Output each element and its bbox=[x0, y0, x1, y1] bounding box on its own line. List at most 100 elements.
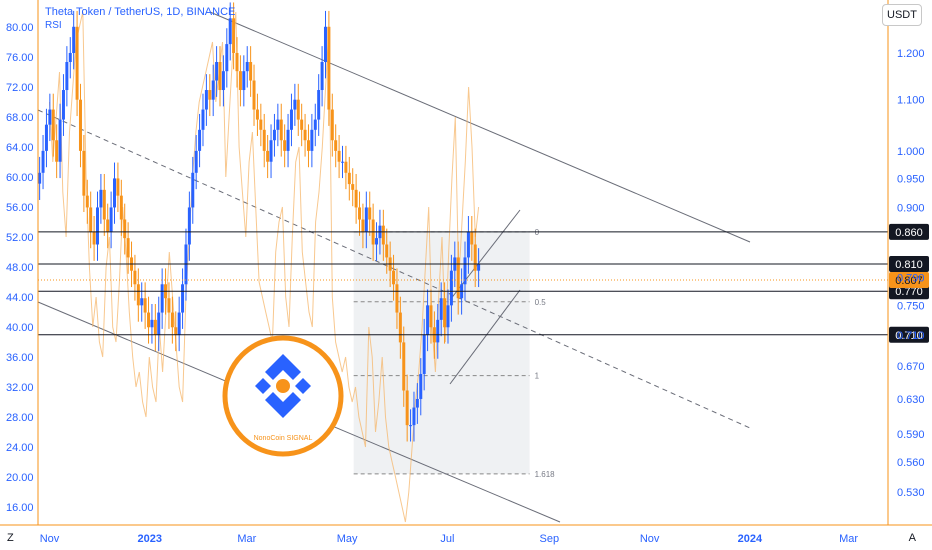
candle-body[interactable] bbox=[473, 244, 477, 271]
candle-body[interactable] bbox=[75, 26, 79, 100]
candle-body[interactable] bbox=[252, 80, 256, 110]
candle-body[interactable] bbox=[82, 150, 86, 196]
candle-body[interactable] bbox=[392, 270, 396, 285]
candle-body[interactable] bbox=[119, 195, 123, 220]
candle-body[interactable] bbox=[198, 129, 202, 151]
candle-body[interactable] bbox=[55, 140, 59, 162]
candle-body[interactable] bbox=[92, 231, 96, 245]
candle-body[interactable] bbox=[72, 26, 76, 53]
candle-body[interactable] bbox=[113, 178, 117, 208]
candle-body[interactable] bbox=[136, 284, 140, 306]
candle-body[interactable] bbox=[126, 238, 130, 258]
candle-body[interactable] bbox=[170, 312, 174, 328]
candle-body[interactable] bbox=[443, 298, 447, 328]
candle-body[interactable] bbox=[68, 52, 72, 63]
candle-body[interactable] bbox=[409, 425, 413, 427]
candle-body[interactable] bbox=[201, 109, 205, 130]
level-price-tag[interactable] bbox=[889, 256, 929, 273]
candle-body[interactable] bbox=[341, 161, 345, 163]
candle-body[interactable] bbox=[58, 119, 62, 162]
candle-body[interactable] bbox=[293, 99, 297, 110]
candle-body[interactable] bbox=[276, 119, 280, 130]
candle-body[interactable] bbox=[330, 109, 334, 141]
candle-body[interactable] bbox=[296, 99, 300, 120]
candle-body[interactable] bbox=[38, 172, 42, 184]
candle-body[interactable] bbox=[344, 161, 348, 173]
candle-body[interactable] bbox=[204, 90, 208, 110]
candle-body[interactable] bbox=[436, 319, 440, 343]
indicator-label[interactable]: RSI bbox=[45, 20, 62, 31]
candle-body[interactable] bbox=[358, 207, 362, 220]
candle-body[interactable] bbox=[337, 150, 341, 162]
fib-zone[interactable] bbox=[353, 231, 530, 474]
candle-body[interactable] bbox=[439, 298, 443, 320]
candle-body[interactable] bbox=[167, 298, 171, 313]
candle-body[interactable] bbox=[303, 129, 307, 141]
candle-body[interactable] bbox=[218, 62, 222, 91]
candle-body[interactable] bbox=[255, 109, 259, 120]
candle-body[interactable] bbox=[194, 150, 198, 173]
candle-body[interactable] bbox=[463, 257, 467, 285]
candle-body[interactable] bbox=[102, 189, 106, 220]
candle-body[interactable] bbox=[85, 195, 89, 208]
candle-body[interactable] bbox=[44, 124, 48, 151]
candle-body[interactable] bbox=[289, 109, 293, 130]
candle-body[interactable] bbox=[429, 305, 433, 328]
wedge-lower-line[interactable] bbox=[449, 289, 521, 385]
candle-body[interactable] bbox=[181, 284, 185, 313]
candle-body[interactable] bbox=[235, 52, 239, 72]
level-price-tag[interactable] bbox=[889, 326, 929, 343]
candle-body[interactable] bbox=[153, 319, 157, 335]
candle-body[interactable] bbox=[364, 207, 368, 232]
candle-body[interactable] bbox=[354, 189, 358, 208]
candle-body[interactable] bbox=[51, 109, 55, 141]
candle-body[interactable] bbox=[160, 284, 164, 313]
candle-body[interactable] bbox=[157, 312, 161, 335]
candle-body[interactable] bbox=[351, 184, 355, 190]
candle-body[interactable] bbox=[147, 312, 151, 328]
left-scale-button[interactable]: Z bbox=[7, 532, 14, 544]
candle-body[interactable] bbox=[242, 71, 246, 91]
candle-body[interactable] bbox=[272, 129, 276, 141]
current-price-tag[interactable] bbox=[889, 272, 929, 289]
candle-body[interactable] bbox=[313, 119, 317, 130]
upper-channel-line[interactable] bbox=[209, 11, 751, 243]
candle-body[interactable] bbox=[470, 231, 474, 245]
candle-body[interactable] bbox=[449, 270, 453, 306]
candle-body[interactable] bbox=[402, 342, 406, 391]
symbol-title[interactable]: Theta Token / TetherUS, 1D, BINANCE bbox=[45, 6, 236, 18]
candle-body[interactable] bbox=[306, 140, 310, 151]
candle-body[interactable] bbox=[78, 99, 82, 151]
currency-button[interactable]: USDT bbox=[882, 4, 922, 26]
candle-body[interactable] bbox=[225, 44, 229, 72]
candle-body[interactable] bbox=[317, 90, 321, 120]
candle-body[interactable] bbox=[412, 407, 416, 426]
candle-body[interactable] bbox=[456, 257, 460, 299]
candle-body[interactable] bbox=[211, 80, 215, 100]
candle-body[interactable] bbox=[269, 140, 273, 162]
candle-body[interactable] bbox=[89, 207, 93, 232]
candle-body[interactable] bbox=[215, 62, 219, 81]
candle-body[interactable] bbox=[446, 305, 450, 328]
auto-scale-button[interactable]: A bbox=[908, 532, 916, 544]
candle-body[interactable] bbox=[177, 312, 181, 335]
candle-body[interactable] bbox=[283, 140, 287, 151]
candle-body[interactable] bbox=[249, 62, 253, 81]
candle-body[interactable] bbox=[140, 298, 144, 306]
candle-body[interactable] bbox=[123, 219, 127, 239]
candle-body[interactable] bbox=[385, 244, 389, 258]
candle-body[interactable] bbox=[150, 319, 154, 328]
candle-body[interactable] bbox=[300, 119, 304, 130]
candle-body[interactable] bbox=[133, 270, 137, 285]
candle-body[interactable] bbox=[375, 238, 379, 245]
candle-body[interactable] bbox=[286, 129, 290, 151]
candle-body[interactable] bbox=[279, 119, 283, 141]
candle-body[interactable] bbox=[95, 207, 99, 245]
candle-body[interactable] bbox=[334, 140, 338, 151]
candle-body[interactable] bbox=[266, 150, 270, 162]
candle-body[interactable] bbox=[262, 129, 266, 151]
candle-body[interactable] bbox=[323, 26, 327, 63]
candle-body[interactable] bbox=[99, 189, 103, 208]
candle-body[interactable] bbox=[347, 172, 351, 185]
candle-body[interactable] bbox=[232, 18, 236, 53]
